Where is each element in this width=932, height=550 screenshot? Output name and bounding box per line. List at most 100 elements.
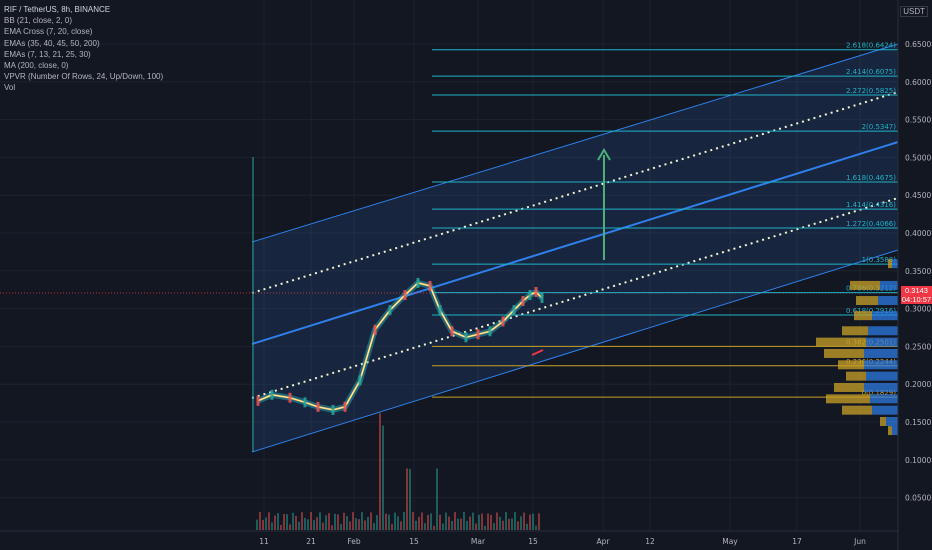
indicator-ma[interactable]: MA (200, close, 0) [4, 61, 69, 71]
volume-bar [448, 516, 450, 530]
indicator-vol[interactable]: Vol [4, 83, 16, 93]
volume-bar [343, 512, 345, 530]
vpvr-down-bar [892, 259, 898, 269]
volume-bar [457, 518, 459, 530]
vpvr-up-bar [834, 382, 864, 392]
candle [488, 326, 492, 337]
candle [303, 397, 307, 408]
volume-bar [307, 519, 309, 530]
x-tick-label: 17 [792, 537, 802, 546]
volume-bar [523, 512, 525, 530]
vpvr-up-bar [816, 337, 866, 347]
y-tick-label: 0.4500 [905, 191, 931, 200]
y-tick-label: 0.4000 [905, 229, 931, 238]
volume-bar [526, 523, 528, 530]
vpvr-down-bar [866, 371, 898, 381]
y-tick-label: 0.0500 [905, 494, 931, 503]
volume-bar [508, 518, 510, 530]
x-tick-label: 15 [528, 537, 538, 546]
candle [534, 286, 538, 297]
vpvr-up-bar [888, 426, 892, 436]
volume-bar [340, 524, 342, 530]
vpvr-up-bar [842, 326, 868, 336]
volume-bar [286, 514, 288, 530]
regression-channel [0, 43, 899, 453]
vpvr-down-bar [866, 337, 898, 347]
y-tick-label: 0.3500 [905, 267, 931, 276]
currency-label[interactable]: USDT [900, 6, 928, 17]
volume-bar [262, 519, 264, 530]
x-tick-label: 15 [409, 537, 419, 546]
volume-bar [442, 523, 444, 530]
x-tick-label: Apr [597, 537, 611, 546]
indicator-bb[interactable]: BB (21, close, 2, 0) [4, 16, 73, 26]
vpvr-down-bar [864, 348, 898, 358]
vpvr-up-bar [846, 371, 866, 381]
symbol-title[interactable]: RIF / TetherUS, 8h, BINANCE [4, 5, 111, 14]
volume-bar [310, 512, 312, 530]
volume-bar [331, 525, 333, 530]
volume-bar [292, 512, 294, 530]
vpvr-down-bar [892, 426, 898, 436]
volume-bar [334, 513, 336, 530]
fib-level-label: 1.618(0.4675) [846, 174, 896, 182]
candle [528, 289, 532, 300]
volume-bar [535, 525, 537, 530]
volume-bar [319, 512, 321, 530]
volume-bar [337, 514, 339, 530]
volume-bar [421, 512, 423, 530]
volume-bar [349, 521, 351, 530]
volume-bar [460, 518, 462, 530]
volume-bar [355, 518, 357, 530]
y-tick-label: 0.1500 [905, 418, 931, 427]
candle [521, 296, 525, 307]
last-price: 0.3143 [905, 286, 928, 295]
y-axis: 0.6500 0.6000 0.5500 0.5000 0.4500 0.4000 0.35… [897, 0, 931, 550]
volume-bar [430, 513, 432, 530]
vpvr-down-bar [864, 382, 898, 392]
indicator-emas-long[interactable]: EMAs (35, 40, 45, 50, 200) [4, 38, 100, 48]
volume-bar [289, 524, 291, 530]
vpvr-up-bar [838, 360, 864, 370]
candle [388, 305, 392, 316]
volume-bar [520, 516, 522, 530]
volume-bar [370, 512, 372, 530]
volume-bar [403, 512, 405, 530]
volume-bar [274, 515, 276, 530]
price-series [256, 277, 545, 415]
volume-bar [412, 512, 414, 530]
last-price-tag: 0.3143 04:10:57 [901, 286, 932, 304]
fib-level-label: 2.618(0.6424) [846, 42, 896, 50]
volume-bar [505, 512, 507, 530]
volume-bar [376, 515, 378, 530]
candle [331, 404, 335, 415]
indicator-vpvr[interactable]: VPVR (Number Of Rows, 24, Up/Down, 100) [4, 72, 164, 82]
arrow-head [597, 148, 611, 161]
vpvr-up-bar [856, 296, 878, 306]
volume-bar [487, 513, 489, 530]
fib-level-label: 1.414(0.4316) [846, 201, 896, 209]
candle [428, 280, 432, 291]
indicator-ema-cross[interactable]: EMA Cross (7, 20, close) [4, 27, 93, 37]
x-tick-label: 12 [645, 537, 655, 546]
volume-bar [478, 514, 480, 530]
candle [316, 401, 320, 412]
x-tick-label: 11 [259, 537, 269, 546]
vpvr-down-bar [878, 296, 898, 306]
vpvr-down-bar [872, 405, 898, 415]
channel-midline [251, 141, 899, 345]
chart-legend: RIF / TetherUS, 8h, BINANCE BB (21, clos… [4, 4, 163, 94]
volume-bar [256, 519, 258, 530]
volume-bar [439, 514, 441, 530]
indicator-emas-short[interactable]: EMAs (7, 13, 21, 25, 30) [4, 49, 91, 59]
x-tick-label: May [722, 537, 738, 546]
volume-profile [816, 259, 898, 436]
fib-level-label: 2(0.5347) [862, 123, 897, 131]
volume-bar [346, 516, 348, 530]
y-tick-label: 0.5500 [905, 116, 931, 125]
volume-bar [538, 513, 540, 530]
volume-bar [259, 512, 261, 530]
fib-level-label: 2.414(0.6075) [846, 68, 896, 76]
y-tick-label: 0.3000 [905, 305, 931, 314]
